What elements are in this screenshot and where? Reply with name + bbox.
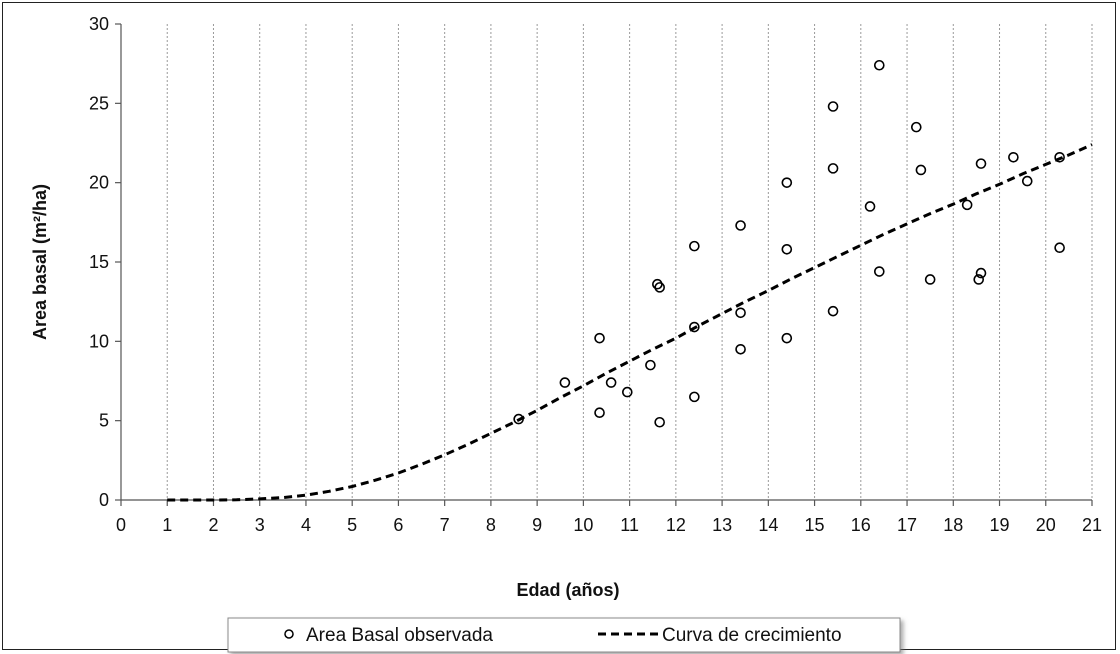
observed-point xyxy=(1008,151,1019,163)
x-tick-label: 18 xyxy=(943,515,963,535)
x-tick-label: 21 xyxy=(1082,515,1102,535)
observed-points-layer xyxy=(513,59,1065,428)
observed-point xyxy=(605,377,617,388)
observed-point xyxy=(1054,242,1065,254)
observed-point xyxy=(735,343,746,355)
x-axis-title: Edad (años) xyxy=(516,580,619,600)
legend-marker-observed xyxy=(284,629,294,639)
legend-label-curve: Curva de crecimiento xyxy=(662,625,842,646)
observed-point xyxy=(827,305,839,317)
observed-point xyxy=(910,121,922,133)
x-tick-label: 16 xyxy=(851,515,871,535)
observed-point xyxy=(915,164,927,176)
y-axis-title: Area basal (m²/ha) xyxy=(30,184,50,340)
observed-point xyxy=(735,307,746,319)
observed-point xyxy=(1054,151,1065,163)
x-tick-label: 5 xyxy=(347,515,357,535)
observed-point xyxy=(689,391,700,403)
y-tick-label: 30 xyxy=(89,14,109,34)
observed-point xyxy=(513,413,524,425)
x-tick-label: 11 xyxy=(620,515,639,535)
plot-area xyxy=(121,24,1092,500)
x-tick-label: 7 xyxy=(440,515,450,535)
observed-point xyxy=(689,321,700,333)
observed-point xyxy=(781,332,793,344)
observed-point xyxy=(973,274,985,285)
observed-point xyxy=(874,266,885,277)
observed-point xyxy=(594,407,605,419)
observed-point xyxy=(975,158,987,169)
observed-point xyxy=(864,201,876,212)
observed-point xyxy=(735,220,746,231)
y-tick-label: 15 xyxy=(89,252,109,272)
x-tick-label: 19 xyxy=(990,515,1010,535)
observed-point xyxy=(654,416,665,428)
observed-point xyxy=(652,278,663,290)
gridlines xyxy=(166,24,1093,500)
x-tick-label: 1 xyxy=(162,515,172,535)
observed-point xyxy=(781,177,793,188)
x-tick-label: 10 xyxy=(573,515,593,535)
plot-background xyxy=(121,24,1092,500)
x-axis-ticks: 0 1 2 3 4 5 6 7 8 9 10 11 12 13 14 15 16 17 18 19 20 21 xyxy=(116,500,1102,535)
observed-point xyxy=(975,267,987,279)
x-tick-label: 4 xyxy=(301,515,311,535)
x-tick-label: 8 xyxy=(486,515,496,535)
legend: Area Basal observada Curva de crecimient… xyxy=(227,617,901,653)
observed-point xyxy=(594,332,605,344)
growth-curve-line xyxy=(167,143,1093,502)
growth-curve-layer xyxy=(167,143,1093,502)
y-axis-ticks: 0 5 10 15 20 25 30 xyxy=(89,14,121,510)
observed-point xyxy=(654,282,665,293)
x-tick-label: 9 xyxy=(532,515,542,535)
x-tick-label: 17 xyxy=(897,515,917,535)
observed-point xyxy=(961,199,973,211)
legend-label-observed: Area Basal observada xyxy=(306,625,493,646)
observed-point xyxy=(645,359,656,371)
observed-point xyxy=(781,244,793,255)
x-tick-label: 6 xyxy=(393,515,403,535)
x-tick-label: 0 xyxy=(116,515,126,535)
x-tick-label: 15 xyxy=(805,515,825,535)
observed-point xyxy=(924,274,936,285)
observed-point xyxy=(827,101,839,112)
x-tick-label: 3 xyxy=(255,515,265,535)
legend-box xyxy=(227,617,901,653)
x-tick-label: 20 xyxy=(1036,515,1056,535)
y-tick-label: 10 xyxy=(89,331,109,351)
y-tick-label: 0 xyxy=(99,490,109,510)
observed-point xyxy=(622,386,633,398)
y-tick-label: 25 xyxy=(89,93,109,113)
observed-point xyxy=(1021,175,1033,187)
observed-point xyxy=(559,377,571,388)
y-tick-label: 5 xyxy=(99,411,109,431)
x-tick-label: 14 xyxy=(758,515,778,535)
observed-point xyxy=(874,59,885,71)
x-tick-label: 12 xyxy=(666,515,686,535)
y-tick-label: 20 xyxy=(89,173,109,193)
observed-point xyxy=(689,240,700,252)
x-tick-label: 13 xyxy=(712,515,732,535)
x-tick-label: 2 xyxy=(208,515,218,535)
observed-point xyxy=(827,163,839,174)
